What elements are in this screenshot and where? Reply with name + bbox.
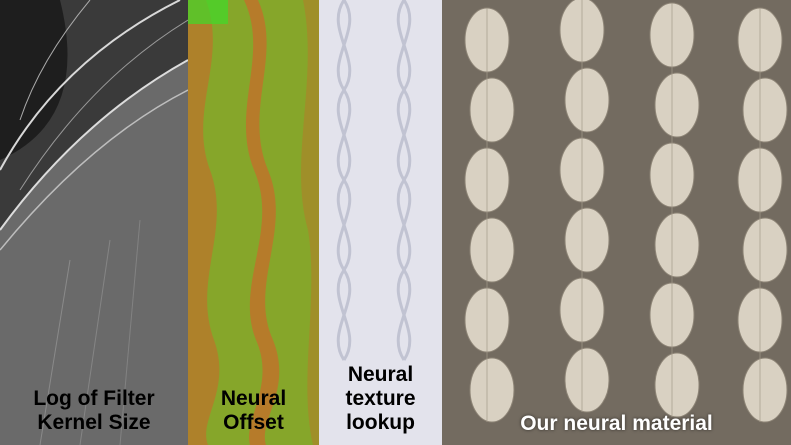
neural-texture-panel bbox=[319, 0, 442, 445]
caption-line: Our neural material bbox=[520, 412, 713, 435]
neural-texture-caption: Neural texture lookup bbox=[319, 363, 442, 435]
neural-offset-caption: Neural Offset bbox=[188, 387, 319, 435]
knit-render-image bbox=[442, 0, 791, 445]
caption-line: Offset bbox=[223, 411, 284, 434]
caption-line: texture bbox=[345, 387, 416, 410]
caption-line: Neural bbox=[220, 387, 287, 410]
caption-line: lookup bbox=[346, 411, 415, 434]
neural-texture-image bbox=[319, 0, 442, 445]
filter-kernel-image bbox=[0, 0, 188, 445]
neural-offset-image bbox=[188, 0, 319, 445]
neural-offset-panel bbox=[188, 0, 319, 445]
neural-material-panel bbox=[442, 0, 791, 445]
filter-kernel-caption: Log of Filter Kernel Size bbox=[0, 387, 188, 435]
caption-line: Neural bbox=[347, 363, 414, 386]
filter-kernel-size-panel bbox=[0, 0, 188, 445]
caption-line: Log of Filter bbox=[33, 387, 155, 410]
caption-line: Kernel Size bbox=[37, 411, 151, 434]
neural-material-caption: Our neural material bbox=[442, 412, 791, 436]
